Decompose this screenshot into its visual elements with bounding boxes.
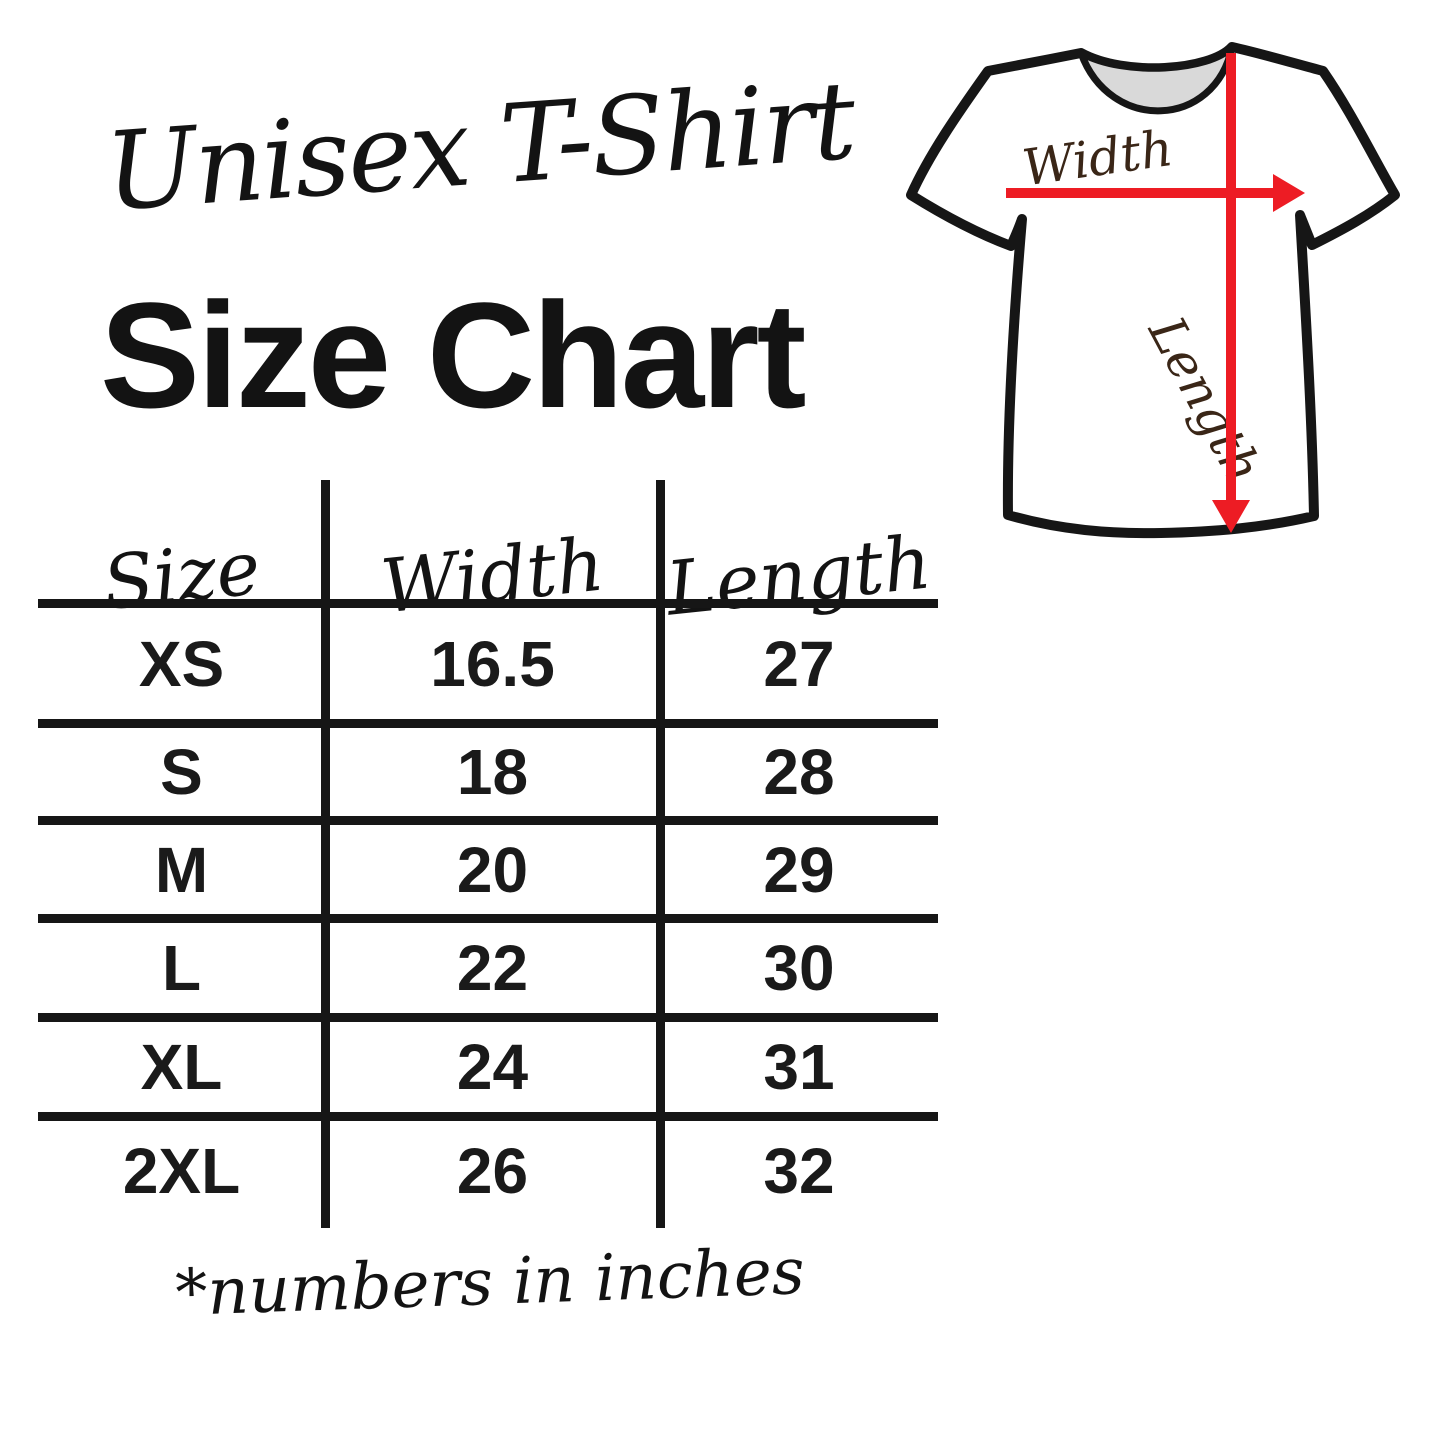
size-table: Size Width Length XS 16.5 27 S 18 28: [38, 470, 938, 1232]
width-value: 26: [456, 1135, 529, 1207]
width-value: 24: [456, 1031, 529, 1103]
size-value: S: [160, 736, 203, 808]
size-value: XS: [138, 627, 225, 700]
length-value: 30: [763, 932, 835, 1004]
row-divider-4: [38, 1013, 938, 1022]
width-value: 22: [456, 932, 529, 1004]
header-width: Width: [325, 470, 660, 631]
length-value: 28: [763, 736, 835, 808]
row-divider-2: [38, 816, 938, 825]
size-value: XL: [140, 1031, 223, 1103]
size-value: M: [154, 833, 209, 906]
header-size: Size: [38, 470, 325, 627]
table-row-xl: XL 24 31: [38, 1022, 938, 1112]
table-row-s: S 18 28: [38, 728, 938, 816]
width-value: 18: [456, 736, 529, 808]
units-footnote: *numbers in inches: [174, 1235, 806, 1331]
row-divider-5: [38, 1112, 938, 1121]
column-divider-1: [321, 480, 330, 1228]
length-arrow-head: [1212, 500, 1250, 533]
width-value: 20: [456, 833, 529, 906]
length-value: 31: [763, 1031, 835, 1103]
tshirt-outline: [906, 42, 1400, 539]
row-divider-1: [38, 719, 938, 728]
table-row-2xl: 2XL 26 32: [38, 1121, 938, 1221]
size-value: L: [161, 932, 202, 1004]
page-title: Size Chart: [100, 271, 807, 439]
table-header-row: Size Width Length: [38, 470, 938, 632]
width-arrow-head: [1273, 174, 1305, 212]
header-underline: [38, 599, 938, 608]
header-length: Length: [660, 470, 938, 632]
size-value: 2XL: [122, 1135, 241, 1207]
table-row-l: L 22 30: [38, 923, 938, 1013]
row-divider-3: [38, 914, 938, 923]
length-value: 27: [763, 627, 835, 700]
title-script: Unisex T-Shirt: [101, 58, 858, 236]
column-divider-2: [656, 480, 665, 1228]
table-row-m: M 20 29: [38, 825, 938, 914]
length-value: 32: [763, 1135, 835, 1207]
width-value: 16.5: [430, 627, 555, 700]
length-value: 29: [763, 833, 835, 906]
tshirt-diagram: Width Length: [906, 42, 1400, 539]
table-row-xs: XS 16.5 27: [38, 608, 938, 719]
